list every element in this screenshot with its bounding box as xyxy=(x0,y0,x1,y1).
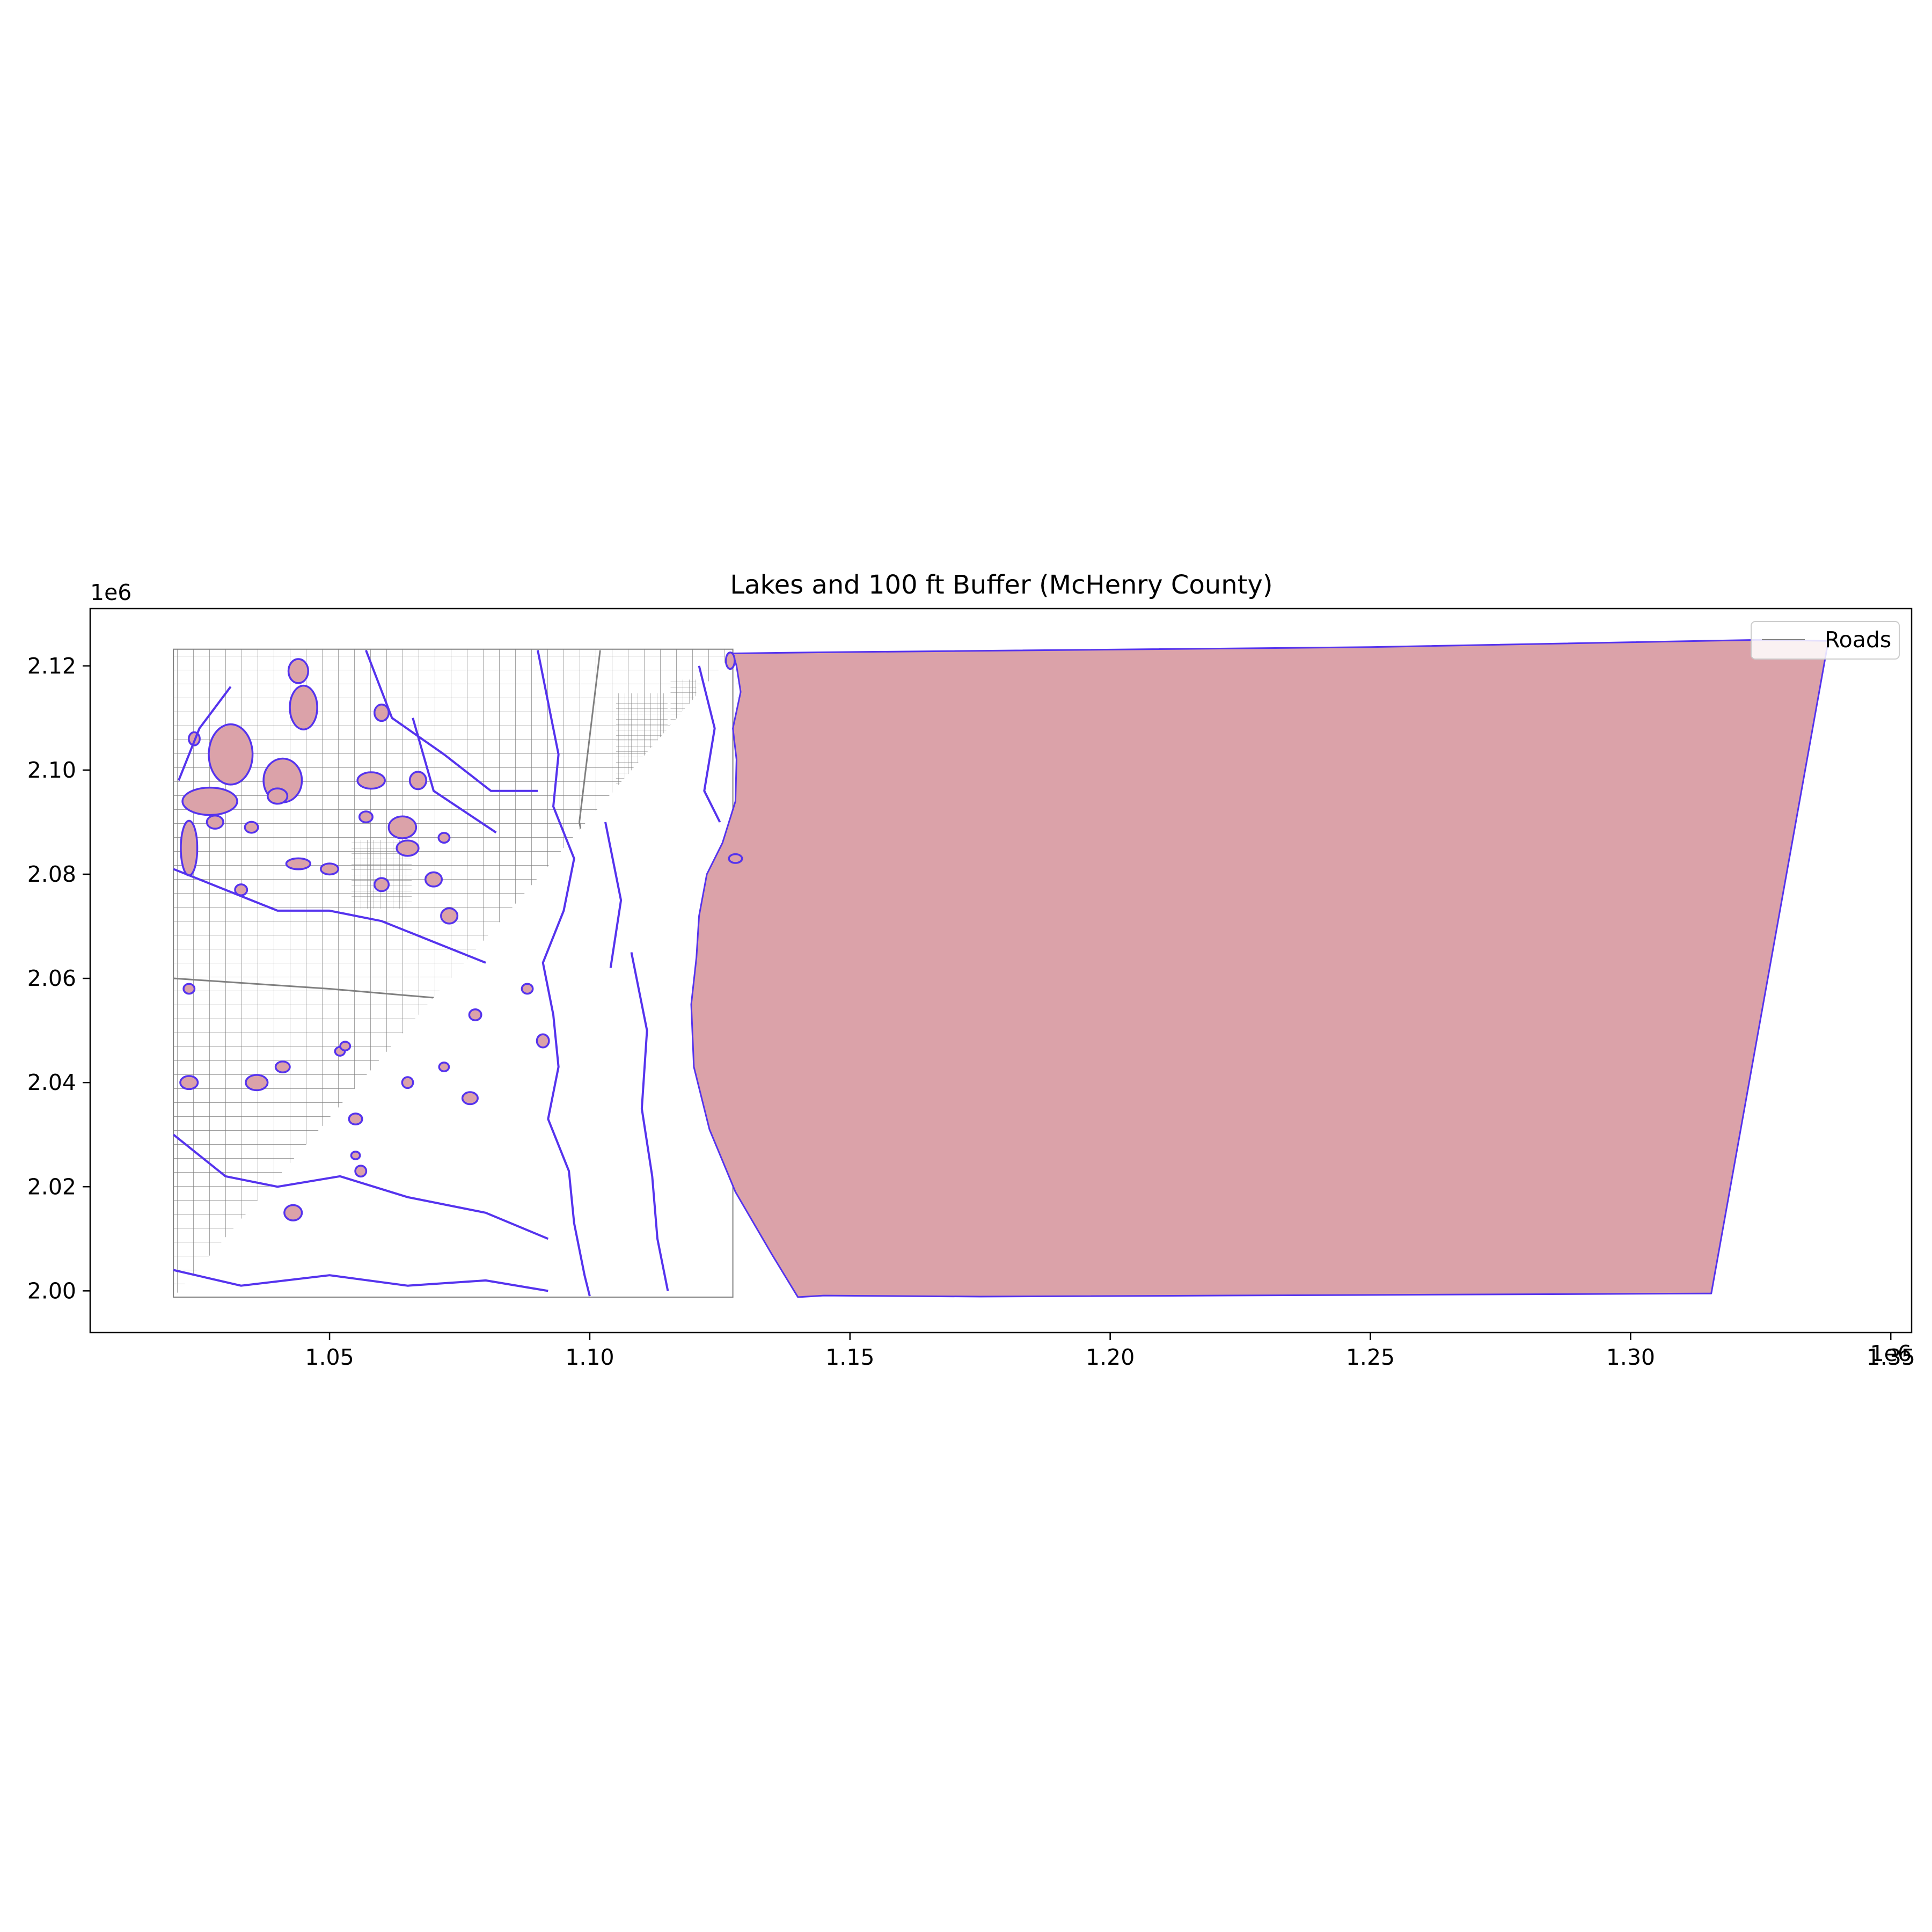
lake-polygon xyxy=(375,705,389,721)
y-tick-label: 2.04 xyxy=(27,1070,76,1095)
lake-polygon xyxy=(522,984,532,993)
lake-polygon xyxy=(537,1034,548,1047)
y-offset-label: 1e6 xyxy=(90,580,131,605)
x-offset-label: 1e6 xyxy=(1870,1341,1912,1366)
lake-polygon xyxy=(181,821,197,875)
lake-polygon xyxy=(289,659,309,683)
lake-polygon xyxy=(441,908,458,924)
lake-polygon xyxy=(469,1009,481,1020)
lake-polygon xyxy=(438,833,449,843)
y-tick-label: 2.10 xyxy=(27,757,76,783)
x-tick-label: 1.15 xyxy=(825,1344,874,1370)
lake-polygon xyxy=(360,811,372,822)
lake-polygon xyxy=(268,788,288,804)
lake-polygon xyxy=(389,816,416,838)
lake-polygon xyxy=(340,1042,350,1050)
lake-polygon xyxy=(463,1092,478,1104)
y-tick-label: 2.12 xyxy=(27,653,76,679)
buffer-layer xyxy=(691,640,1828,1297)
lake-polygon xyxy=(245,822,258,832)
y-tick-label: 2.06 xyxy=(27,965,76,991)
lake-polygon xyxy=(397,840,419,856)
lake-polygon xyxy=(402,1077,413,1088)
x-tick-label: 1.20 xyxy=(1086,1344,1135,1370)
lake-polygon xyxy=(349,1114,362,1124)
lake-buffer-polygon xyxy=(691,640,1828,1297)
y-tick-label: 2.02 xyxy=(27,1174,76,1199)
lake-polygon xyxy=(180,1076,198,1089)
lake-polygon xyxy=(182,788,237,815)
lake-polygon xyxy=(209,724,253,785)
lake-polygon xyxy=(321,863,339,874)
chart-title: Lakes and 100 ft Buffer (McHenry County) xyxy=(730,570,1272,600)
y-tick-label: 2.00 xyxy=(27,1278,76,1304)
lake-polygon xyxy=(290,686,317,730)
x-tick-label: 1.10 xyxy=(565,1344,614,1370)
x-tick-label: 1.25 xyxy=(1346,1344,1395,1370)
lake-polygon xyxy=(286,858,310,869)
lake-polygon xyxy=(351,1152,360,1159)
lake-polygon xyxy=(276,1062,290,1072)
lake-polygon xyxy=(729,854,742,863)
y-tick-label: 2.08 xyxy=(27,861,76,887)
lake-polygon xyxy=(357,772,385,789)
x-tick-label: 1.05 xyxy=(305,1344,354,1370)
legend: Roads xyxy=(1751,621,1899,659)
lake-polygon xyxy=(426,872,442,887)
lake-polygon xyxy=(355,1166,366,1176)
lake-polygon xyxy=(726,653,735,669)
legend-label-roads: Roads xyxy=(1825,627,1891,653)
lake-polygon xyxy=(375,878,389,891)
lake-polygon xyxy=(410,772,427,789)
lake-polygon xyxy=(184,984,194,993)
lake-polygon xyxy=(246,1075,268,1091)
lake-polygon xyxy=(284,1205,302,1221)
lake-polygon xyxy=(439,1063,449,1071)
x-tick-label: 1.30 xyxy=(1606,1344,1655,1370)
lake-polygon xyxy=(207,816,223,829)
